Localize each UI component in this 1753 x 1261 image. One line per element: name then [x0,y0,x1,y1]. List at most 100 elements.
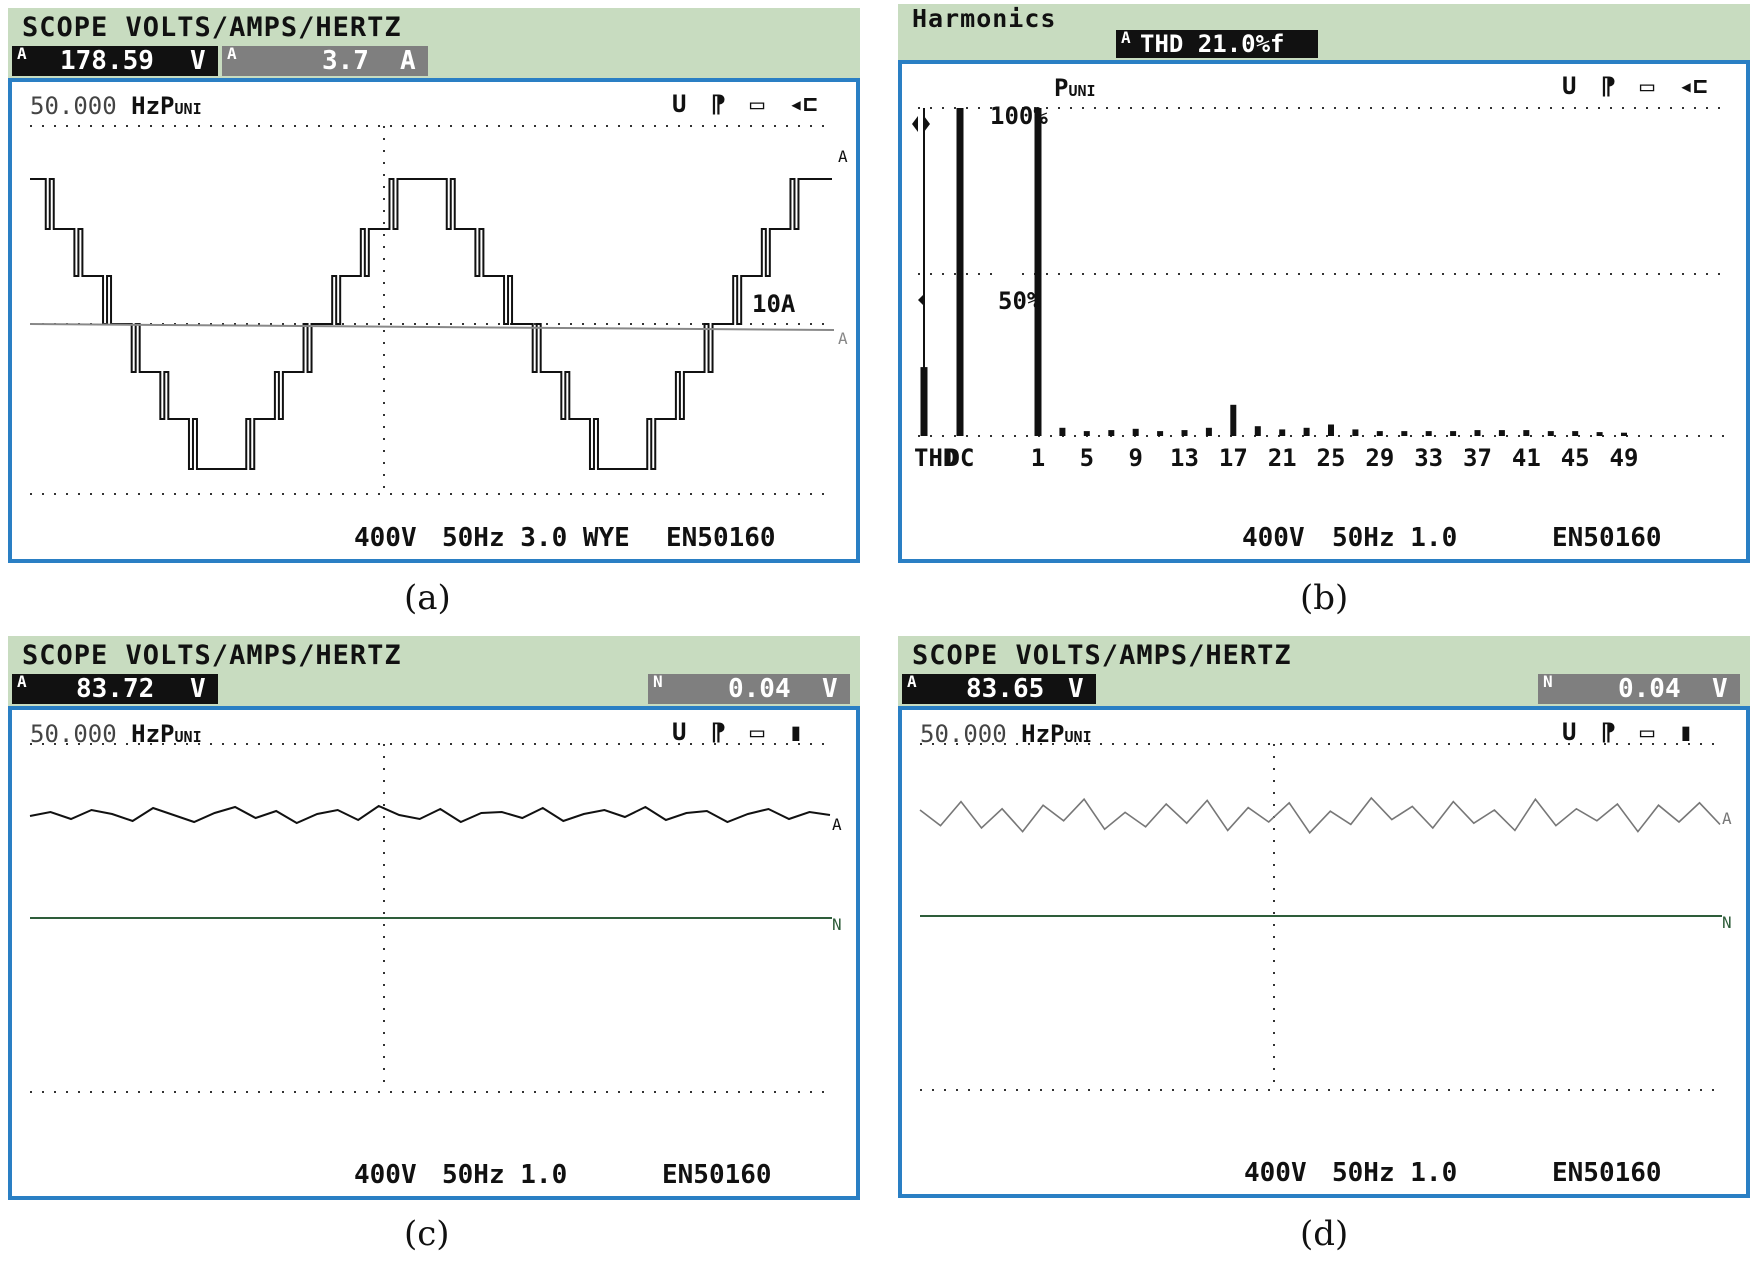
panel-a-title: SCOPE VOLTS/AMPS/HERTZ [22,12,402,43]
panel-b-grid [918,107,1728,437]
panel-a: SCOPE VOLTS/AMPS/HERTZ A 178.59 V A 3.7 … [8,8,860,563]
panel-b-top-label: PUNI [1054,74,1096,102]
tape-icon: ▭ [749,90,765,118]
panel-c-readout-1: A 83.72 V [12,672,218,704]
panel-a-trace-label-1: A [838,147,848,166]
harmonic-bar-25 [1328,424,1334,436]
harmonic-bar-7 [1108,430,1115,436]
panel-b-100pct-label: 100% [990,102,1048,130]
panel-d-header: SCOPE VOLTS/AMPS/HERTZ A 83.65 V N 0.04 … [898,636,1750,706]
panel-b-screen: PUNI U ⁋ ▭ ◂⊏ THD DC 1 5 9 13 17 21 25 29 33 37 41 45… [898,60,1750,563]
panel-d-trace-label-2: N [1722,913,1732,932]
harmonic-bar-41 [1523,430,1530,436]
panel-b-readout-1: A THD 21.0%f [1116,28,1318,58]
panel-d: SCOPE VOLTS/AMPS/HERTZ A 83.65 V N 0.04 … [898,636,1750,1198]
x-tick-label-thd: THD [914,444,957,472]
panel-a-icons: U ⁋ ▭ ◂⊏ [672,90,818,118]
caption-a: (a) [404,578,451,618]
x-tick-label-37: 37 [1463,444,1492,472]
x-tick-label-41: 41 [1512,444,1541,472]
x-tick-label-45: 45 [1561,444,1590,472]
harmonic-bar-47 [1596,432,1603,436]
panel-c-title: SCOPE VOLTS/AMPS/HERTZ [22,640,402,671]
tape-icon: ▭ [749,718,765,746]
cursor-icon [912,116,930,132]
panel-c-header: SCOPE VOLTS/AMPS/HERTZ A 83.72 V N 0.04 … [8,636,860,706]
panel-c-trace-label-2: N [832,915,842,934]
harmonic-bar-17 [1230,404,1237,436]
panel-d-readout-1: A 83.65 V [902,672,1096,704]
plug-icon: ◂⊏ [788,90,818,118]
x-tick-label-13: 13 [1170,444,1199,472]
harmonic-bar-dc [956,108,964,436]
panel-c-icons: U ⁋ ▭ ▮ [672,718,804,746]
panel-a-frequency: 50.000 HzPUNI [30,92,202,120]
harmonic-bar-49 [1621,432,1627,436]
panel-c-trace-label-1: A [832,815,842,834]
panel-d-icons: U ⁋ ▭ ▮ [1562,718,1694,746]
battery-icon: ▮ [1678,718,1694,746]
panel-c-screen: 50.000 HzPUNI U ⁋ ▭ ▮ A N 400V 50Hz 1.0 … [8,706,860,1200]
caption-c: (c) [404,1214,450,1254]
plug-icon: ◂⊏ [1678,72,1708,100]
panel-d-readout-2: N 0.04 V [1538,672,1740,704]
panel-a-header: SCOPE VOLTS/AMPS/HERTZ A 178.59 V A 3.7 … [8,8,860,78]
x-tick-label-29: 29 [1365,444,1394,472]
x-tick-label-9: 9 [1128,444,1142,472]
harmonic-bar-11 [1157,431,1164,436]
scope-p-icon: ⁋ [710,90,726,118]
x-tick-label-33: 33 [1414,444,1443,472]
panel-a-current-trace [29,323,835,331]
harmonic-bar-1 [1034,108,1042,436]
panel-d-trace-label-1: A [1722,809,1732,828]
harmonic-bar-37 [1474,430,1481,436]
panel-d-voltage-trace [919,796,1721,835]
harmonic-bar-9 [1132,428,1139,436]
panel-c-footer: 400V 50Hz 1.0 EN50160 [354,1160,772,1190]
panel-d-title: SCOPE VOLTS/AMPS/HERTZ [912,640,1292,671]
caption-d: (d) [1300,1214,1349,1254]
panel-c-readout-2: N 0.04 V [648,672,850,704]
panel-c-plot: A N [29,743,842,1093]
panel-b-title: Harmonics [912,4,1057,33]
harmonic-bar-39 [1498,430,1505,436]
tape-icon: ▭ [1639,718,1655,746]
cursor-marker-icon [918,294,924,306]
x-tick-label-17: 17 [1219,444,1248,472]
harmonic-bar-3 [1059,427,1066,436]
harmonic-bar-43 [1547,431,1554,436]
panel-a-readout-1: A 178.59 V [12,44,218,76]
panel-d-screen: 50.000 HzPUNI U ⁋ ▭ ▮ A N 400V 50Hz 1.0 … [898,706,1750,1198]
panel-b-bars [920,108,1627,436]
x-tick-label-5: 5 [1080,444,1094,472]
harmonic-bar-15 [1205,427,1212,436]
scope-p-icon: ⁋ [1600,718,1616,746]
harmonic-bar-19 [1254,426,1261,436]
panel-a-footer: 400V 50Hz 3.0 WYE EN50160 [354,523,776,553]
panel-c-voltage-trace [29,804,831,825]
harmonic-bar-21 [1279,429,1286,436]
scope-p-icon: ⁋ [1600,72,1616,100]
harmonic-bar-33 [1425,431,1432,436]
tape-icon: ▭ [1639,72,1655,100]
panel-a-voltage-trace [30,178,832,470]
harmonic-bar-29 [1376,431,1383,436]
harmonic-bar-5 [1083,431,1090,436]
harmonic-bar-31 [1401,431,1408,436]
panel-a-scale-label: 10A [752,290,796,318]
harmonic-bar-35 [1450,431,1457,436]
harmonic-bar-13 [1181,430,1188,436]
panel-a-screen: 50.000 HzPUNI U ⁋ ▭ ◂⊏ 10A A A 400V 50Hz… [8,78,860,563]
panel-d-footer: 400V 50Hz 1.0 EN50160 [1244,1158,1662,1188]
panel-a-plot: 10A A A [29,125,848,495]
harmonic-bar-45 [1572,431,1579,436]
harmonic-bar-27 [1352,429,1359,436]
panel-a-trace-label-2: A [838,329,848,348]
x-tick-label-1: 1 [1031,444,1045,472]
panel-b-header: Harmonics A THD 21.0%f [898,4,1750,60]
battery-icon: ▮ [788,718,804,746]
panel-c: SCOPE VOLTS/AMPS/HERTZ A 83.72 V N 0.04 … [8,636,860,1200]
panel-a-readout-2: A 3.7 A [222,44,428,76]
